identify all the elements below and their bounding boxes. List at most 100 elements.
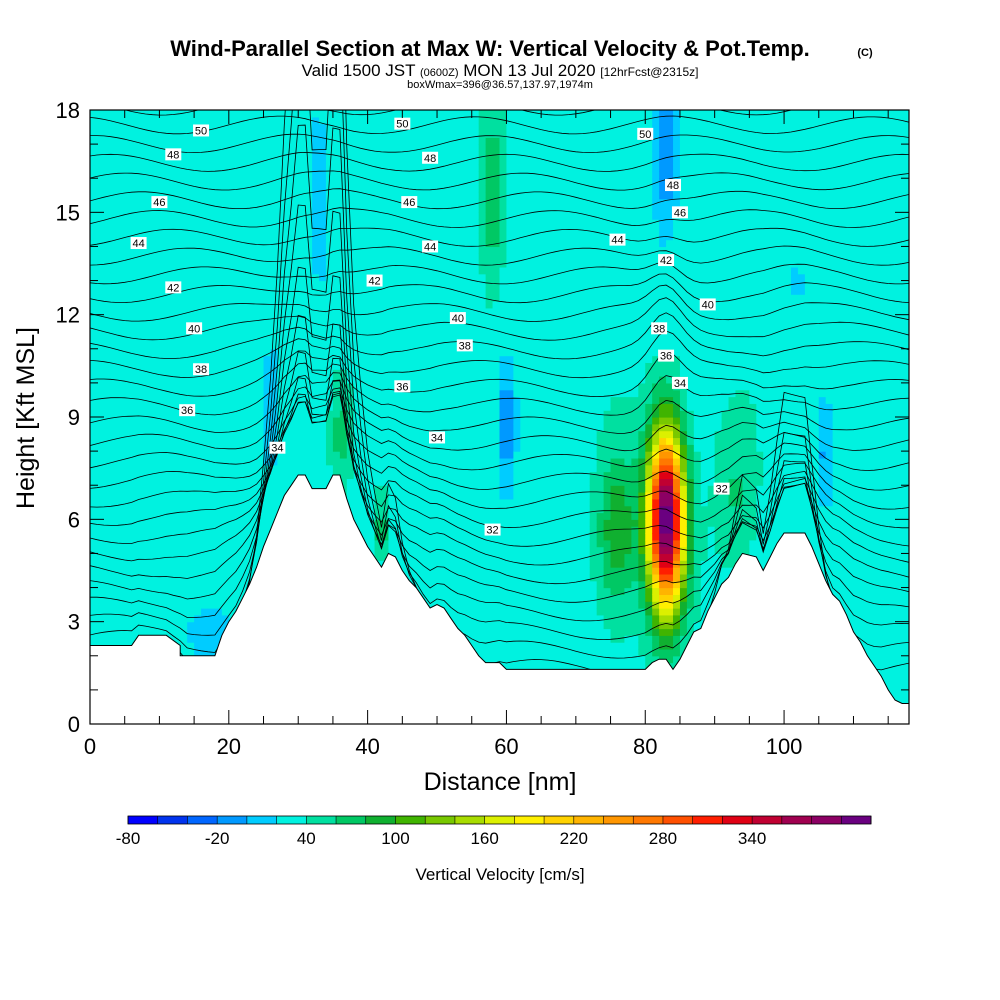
velocity-cell (131, 178, 140, 186)
velocity-cell (117, 294, 126, 302)
velocity-cell (450, 157, 459, 166)
velocity-cell (110, 246, 119, 254)
velocity-cell (430, 519, 438, 527)
velocity-cell (187, 580, 195, 589)
velocity-cell (131, 260, 140, 268)
velocity-cell (201, 246, 209, 254)
velocity-cell (430, 123, 438, 132)
velocity-cell (450, 280, 459, 288)
velocity-cell (159, 471, 167, 479)
velocity-cell (152, 410, 161, 418)
velocity-cell (249, 526, 258, 534)
velocity-cell (374, 519, 383, 527)
velocity-cell (464, 280, 473, 288)
velocity-cell (423, 314, 431, 323)
velocity-cell (319, 205, 327, 213)
velocity-cell (110, 403, 119, 411)
velocity-cell (464, 403, 473, 411)
velocity-cell (319, 273, 327, 282)
velocity-cell (249, 219, 258, 227)
velocity-cell (464, 505, 473, 514)
velocity-cell (430, 137, 438, 145)
velocity-cell (395, 232, 403, 241)
velocity-cell (374, 546, 383, 555)
velocity-cell (360, 505, 369, 514)
velocity-cell (409, 341, 417, 350)
velocity-cell (214, 485, 223, 493)
velocity-cell (228, 444, 237, 452)
velocity-cell (437, 266, 445, 275)
velocity-cell (367, 389, 376, 398)
velocity-cell (319, 198, 327, 207)
velocity-cell (235, 178, 244, 186)
velocity-cell (332, 164, 341, 172)
velocity-cell (166, 580, 174, 589)
velocity-cell (305, 444, 313, 452)
velocity-cell (159, 348, 167, 357)
velocity-cell (388, 410, 396, 418)
velocity-cell (353, 246, 362, 254)
velocity-cell (145, 539, 154, 548)
velocity-cell (430, 376, 438, 384)
velocity-cell (395, 280, 403, 288)
velocity-cell (228, 560, 237, 568)
velocity-cell (305, 219, 313, 227)
velocity-cell (187, 457, 195, 466)
velocity-cell (367, 505, 376, 514)
velocity-cell (110, 573, 119, 582)
velocity-cell (221, 608, 230, 616)
velocity-cell (166, 205, 174, 213)
velocity-cell (430, 355, 438, 364)
velocity-cell (423, 464, 431, 473)
velocity-cell (166, 389, 174, 398)
velocity-cell (298, 355, 306, 364)
velocity-cell (284, 260, 292, 268)
velocity-cell (423, 335, 431, 343)
velocity-cell (194, 553, 202, 561)
velocity-cell (437, 164, 445, 172)
velocity-cell (103, 335, 112, 343)
velocity-cell (284, 410, 292, 418)
velocity-cell (138, 355, 147, 364)
velocity-cell (256, 321, 265, 329)
velocity-cell (228, 144, 237, 152)
velocity-cell (402, 144, 410, 152)
velocity-cell (173, 205, 181, 213)
velocity-cell (388, 314, 396, 323)
velocity-cell (263, 492, 272, 500)
velocity-cell (242, 567, 251, 575)
velocity-cell (166, 437, 174, 445)
velocity-cell (381, 260, 390, 268)
velocity-cell (374, 191, 383, 200)
velocity-cell (124, 396, 133, 404)
velocity-cell (96, 594, 105, 602)
velocity-cell (437, 594, 445, 602)
velocity-cell (367, 110, 376, 118)
velocity-cell (145, 444, 154, 452)
velocity-cell (395, 130, 403, 138)
velocity-cell (430, 382, 438, 391)
velocity-cell (138, 362, 147, 370)
velocity-cell (360, 164, 369, 172)
velocity-cell (437, 314, 445, 323)
velocity-cell (450, 417, 459, 425)
velocity-cell (221, 355, 230, 364)
velocity-cell (221, 328, 230, 336)
velocity-cell (256, 239, 265, 248)
velocity-cell (284, 110, 292, 118)
velocity-cell (339, 471, 348, 479)
velocity-cell (450, 301, 459, 309)
velocity-cell (201, 335, 209, 343)
velocity-cell (423, 532, 431, 541)
velocity-cell (90, 362, 98, 370)
velocity-cell (353, 417, 362, 425)
velocity-cell (180, 376, 188, 384)
velocity-cell (235, 478, 244, 486)
velocity-cell (228, 485, 237, 493)
velocity-cell (124, 478, 133, 486)
velocity-cell (96, 110, 105, 118)
velocity-cell (263, 253, 272, 261)
velocity-cell (180, 321, 188, 329)
velocity-cell (152, 546, 161, 555)
velocity-cell (374, 328, 383, 336)
